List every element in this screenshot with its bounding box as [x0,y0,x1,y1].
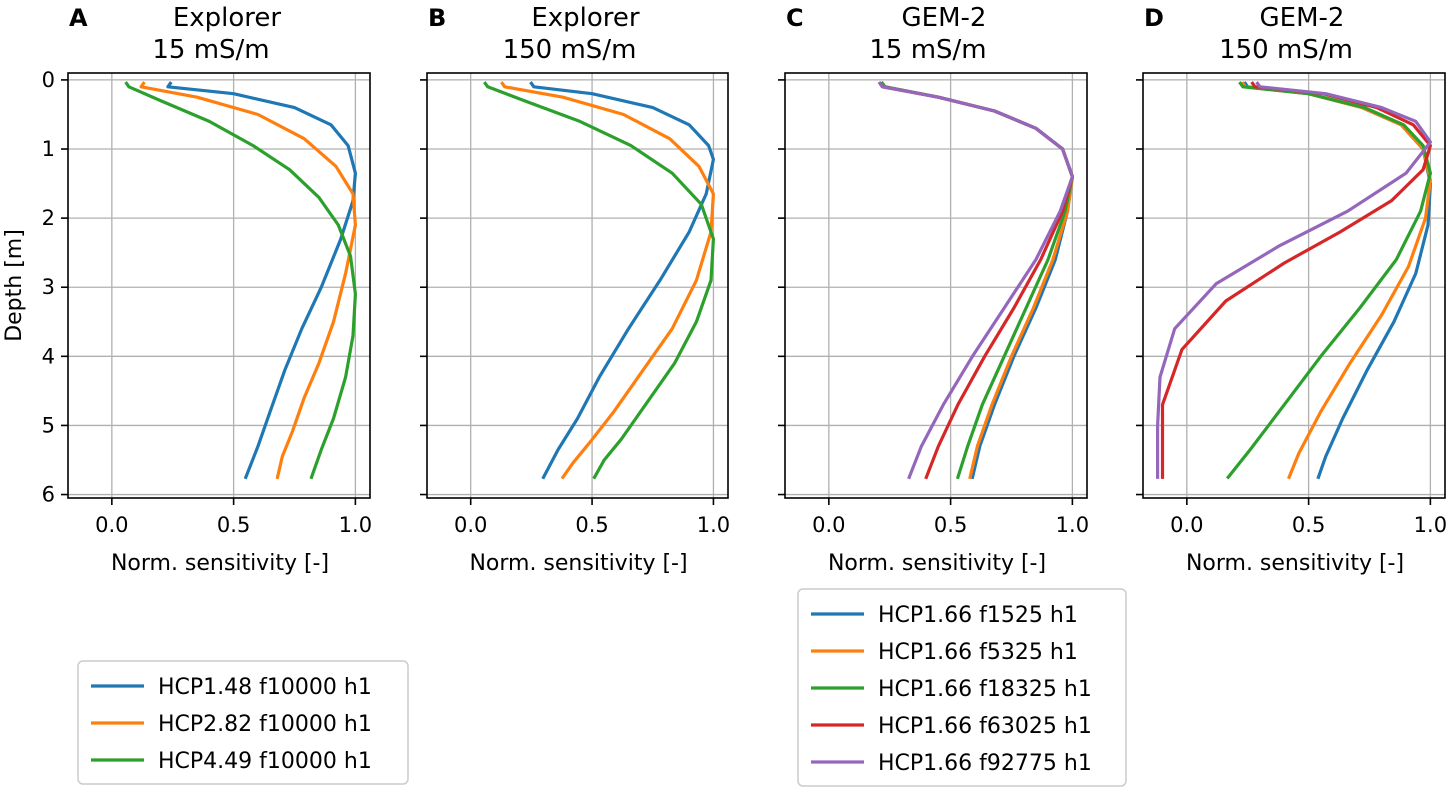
y-tick-label: 0 [42,68,55,92]
axes-frame [67,72,371,499]
panel-a: 0.0 0.5 1.0 0 1 2 3 4 5 6 Norm. sensitivity [-] Dep… [2,3,372,576]
panel-title-line-1: Explorer [531,3,640,33]
x-tick-label: 0.5 [217,513,250,537]
x-tick-label: 0.0 [1170,513,1203,537]
x-tick-label: 1.0 [697,513,730,537]
axes-frame [784,72,1088,499]
panel-b: 0.0 0.5 1.0 Norm. sensitivity [-] B Explorer1… [420,3,730,576]
legend-label: HCP1.66 f18325 h1 [878,677,1092,702]
y-tick-label: 2 [42,206,55,230]
series-line-purple [877,81,1075,480]
legend-label: HCP1.66 f92775 h1 [878,751,1092,776]
axes-frame [1142,72,1446,499]
legend-label: HCP4.49 f10000 h1 [158,749,372,774]
y-tick-label: 4 [42,344,55,368]
legend-label: HCP1.66 f5325 h1 [878,640,1078,665]
legend-box [77,660,409,785]
series-line-orange [1240,81,1433,480]
legend-panel-a: HCP1.48 f10000 h1 HCP2.82 f10000 h1 HCP4.4… [77,660,409,785]
x-tick-label: 0.0 [454,513,487,537]
panel-title-line-2: 150 mS/m [503,35,637,65]
series-line-orange [139,81,357,480]
legend-panel-c: HCP1.66 f1525 h1 HCP1.66 f5325 h1 HCP1.66 … [797,588,1127,787]
x-tick-label: 0.0 [812,513,845,537]
y-tick-label: 6 [42,483,55,507]
panel-title-line-2: 15 mS/m [869,35,986,65]
panel-title-line-1: GEM-2 [1260,3,1345,33]
series-line-green [1225,81,1433,480]
y-axis-label: Depth [m] [2,229,27,342]
x-axis-label: Norm. sensitivity [-] [111,551,329,576]
x-tick-label: 0.0 [95,513,128,537]
x-axis-label: Norm. sensitivity [-] [828,551,1046,576]
panel-letter: C [786,4,804,32]
legend-label: HCP1.66 f63025 h1 [878,714,1092,739]
panel-letter: D [1144,4,1164,32]
panel-title-line-1: Explorer [173,3,282,33]
legend-box [797,588,1127,787]
series-line-green [124,81,357,480]
panel-d: 0.0 0.5 1.0 Norm. sensitivity [-] D GEM-2150 … [1136,3,1447,576]
x-tick-label: 1.0 [1056,513,1089,537]
series-line-blue [529,81,716,480]
x-tick-label: 1.0 [339,513,372,537]
series-line-red [1160,81,1433,479]
panel-title-line-1: GEM-2 [902,3,987,33]
x-tick-label: 0.5 [1292,513,1325,537]
x-tick-label: 1.0 [1414,513,1447,537]
legend-label: HCP1.66 f1525 h1 [878,603,1078,628]
panel-title-line-2: 150 mS/m [1219,35,1353,65]
panel-c: 0.0 0.5 1.0 Norm. sensitivity [-] C GEM-215 m… [778,3,1089,576]
y-tick-label: 1 [42,137,55,161]
y-tick-label: 3 [42,275,55,299]
y-tick-label: 5 [42,413,55,437]
series-line-blue [166,81,357,480]
x-tick-label: 0.5 [575,513,608,537]
legend-label: HCP1.48 f10000 h1 [158,675,372,700]
legend-label: HCP2.82 f10000 h1 [158,712,372,737]
axes-frame [426,72,729,499]
panel-letter: B [428,4,446,32]
panel-letter: A [69,4,88,32]
x-axis-label: Norm. sensitivity [-] [1186,551,1404,576]
x-axis-label: Norm. sensitivity [-] [469,551,687,576]
series-line-purple [1155,81,1433,479]
panel-title-line-2: 15 mS/m [152,35,269,65]
x-tick-label: 0.5 [934,513,967,537]
series-line-orange [500,81,716,480]
series-line-green [483,81,716,480]
